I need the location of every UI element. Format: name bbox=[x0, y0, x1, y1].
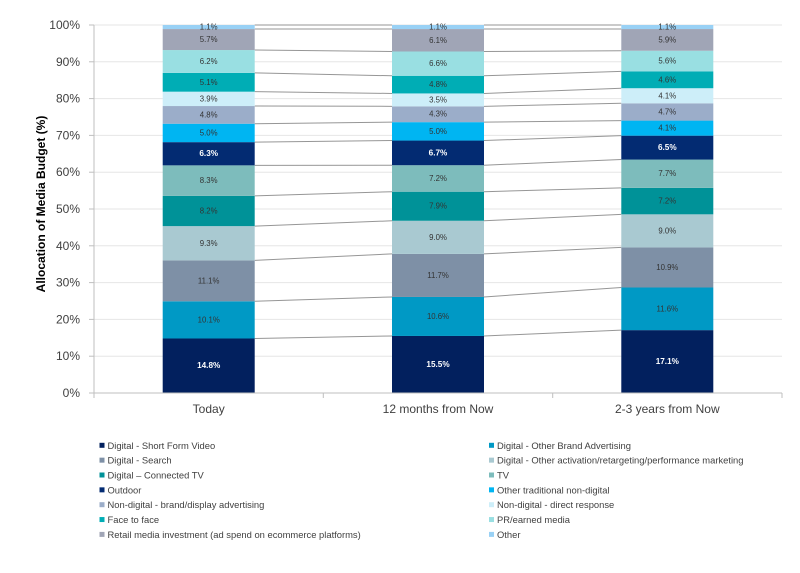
svg-text:1.1%: 1.1% bbox=[429, 23, 447, 32]
svg-text:6.6%: 6.6% bbox=[429, 59, 447, 68]
svg-text:4.7%: 4.7% bbox=[658, 107, 676, 116]
svg-text:10%: 10% bbox=[56, 349, 80, 363]
svg-text:50%: 50% bbox=[56, 202, 80, 216]
svg-text:60%: 60% bbox=[56, 165, 80, 179]
svg-text:Digital - Search: Digital - Search bbox=[108, 455, 172, 466]
svg-text:11.6%: 11.6% bbox=[657, 304, 679, 313]
svg-text:11.7%: 11.7% bbox=[427, 271, 449, 280]
svg-text:Digital - Other Brand Advertis: Digital - Other Brand Advertising bbox=[497, 440, 631, 451]
svg-text:100%: 100% bbox=[49, 18, 80, 32]
svg-text:5.9%: 5.9% bbox=[658, 35, 676, 44]
svg-text:9.0%: 9.0% bbox=[429, 233, 447, 242]
svg-text:12 months from Now: 12 months from Now bbox=[383, 402, 494, 416]
svg-text:5.6%: 5.6% bbox=[658, 57, 676, 66]
svg-text:Digital - Short Form Video: Digital - Short Form Video bbox=[108, 440, 216, 451]
svg-text:15.5%: 15.5% bbox=[426, 360, 450, 369]
svg-text:Today: Today bbox=[193, 402, 225, 416]
svg-text:3.5%: 3.5% bbox=[429, 95, 447, 104]
svg-text:Non-digital - direct response: Non-digital - direct response bbox=[497, 499, 614, 510]
svg-text:9.0%: 9.0% bbox=[658, 226, 676, 235]
svg-text:70%: 70% bbox=[56, 128, 80, 142]
svg-text:3.9%: 3.9% bbox=[200, 94, 218, 103]
svg-text:5.0%: 5.0% bbox=[429, 127, 447, 136]
svg-text:0%: 0% bbox=[63, 386, 81, 400]
svg-text:4.1%: 4.1% bbox=[658, 124, 676, 133]
svg-text:PR/earned media: PR/earned media bbox=[497, 514, 571, 525]
svg-text:Face to face: Face to face bbox=[108, 514, 160, 525]
svg-text:30%: 30% bbox=[56, 276, 80, 290]
svg-text:10.1%: 10.1% bbox=[198, 315, 220, 324]
svg-text:11.1%: 11.1% bbox=[198, 276, 220, 285]
svg-text:1.1%: 1.1% bbox=[200, 23, 218, 32]
svg-text:4.3%: 4.3% bbox=[429, 110, 447, 119]
svg-text:14.8%: 14.8% bbox=[197, 361, 221, 370]
svg-text:8.2%: 8.2% bbox=[200, 207, 218, 216]
svg-text:Retail media investment (ad sp: Retail media investment (ad spend on eco… bbox=[108, 529, 361, 540]
svg-text:10.9%: 10.9% bbox=[656, 263, 678, 272]
svg-text:Other: Other bbox=[497, 529, 520, 540]
svg-text:7.2%: 7.2% bbox=[658, 197, 676, 206]
svg-text:5.0%: 5.0% bbox=[200, 128, 218, 137]
svg-text:7.2%: 7.2% bbox=[429, 174, 447, 183]
svg-text:40%: 40% bbox=[56, 239, 80, 253]
svg-text:6.7%: 6.7% bbox=[429, 148, 448, 157]
svg-text:1.1%: 1.1% bbox=[658, 23, 676, 32]
svg-text:7.7%: 7.7% bbox=[658, 169, 676, 178]
svg-text:Outdoor: Outdoor bbox=[108, 484, 142, 495]
svg-text:90%: 90% bbox=[56, 55, 80, 69]
svg-text:7.9%: 7.9% bbox=[429, 202, 447, 211]
svg-text:9.3%: 9.3% bbox=[200, 239, 218, 248]
svg-text:10.6%: 10.6% bbox=[427, 312, 449, 321]
svg-text:TV: TV bbox=[497, 470, 510, 481]
svg-text:Other traditional non-digital: Other traditional non-digital bbox=[497, 484, 610, 495]
svg-text:4.8%: 4.8% bbox=[200, 110, 218, 119]
svg-text:Digital - Other activation/ret: Digital - Other activation/retargeting/p… bbox=[497, 455, 743, 466]
svg-text:Digital – Connected TV: Digital – Connected TV bbox=[108, 470, 205, 481]
svg-text:5.7%: 5.7% bbox=[200, 35, 218, 44]
svg-text:8.3%: 8.3% bbox=[200, 176, 218, 185]
svg-text:4.8%: 4.8% bbox=[429, 80, 447, 89]
svg-text:4.1%: 4.1% bbox=[658, 91, 676, 100]
svg-text:6.2%: 6.2% bbox=[200, 57, 218, 66]
svg-text:Non-digital - brand/display ad: Non-digital - brand/display advertising bbox=[108, 499, 265, 510]
svg-text:4.6%: 4.6% bbox=[658, 75, 676, 84]
svg-text:Allocation of Media Budget (%): Allocation of Media Budget (%) bbox=[34, 116, 48, 293]
svg-text:6.3%: 6.3% bbox=[199, 149, 218, 158]
svg-text:80%: 80% bbox=[56, 92, 80, 106]
svg-text:5.1%: 5.1% bbox=[200, 78, 218, 87]
svg-text:6.1%: 6.1% bbox=[429, 36, 447, 45]
svg-text:20%: 20% bbox=[56, 312, 80, 326]
svg-text:6.5%: 6.5% bbox=[658, 143, 677, 152]
svg-text:17.1%: 17.1% bbox=[656, 357, 680, 366]
svg-text:2-3 years from Now: 2-3 years from Now bbox=[615, 402, 720, 416]
